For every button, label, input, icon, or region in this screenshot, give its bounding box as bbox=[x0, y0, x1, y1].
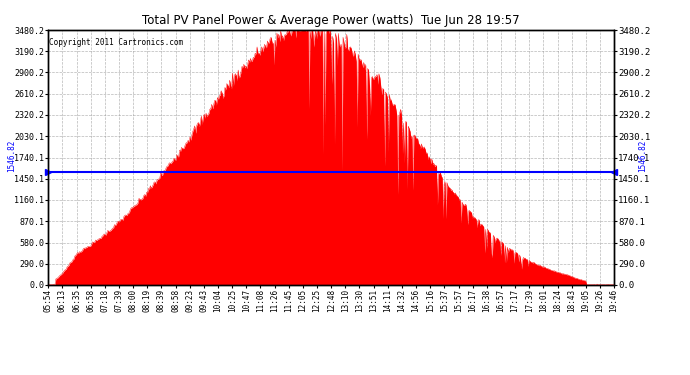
Text: 1546.82: 1546.82 bbox=[7, 139, 16, 172]
Text: Copyright 2011 Cartronics.com: Copyright 2011 Cartronics.com bbox=[50, 38, 184, 46]
Text: 1546.82: 1546.82 bbox=[638, 139, 647, 172]
Title: Total PV Panel Power & Average Power (watts)  Tue Jun 28 19:57: Total PV Panel Power & Average Power (wa… bbox=[142, 15, 520, 27]
